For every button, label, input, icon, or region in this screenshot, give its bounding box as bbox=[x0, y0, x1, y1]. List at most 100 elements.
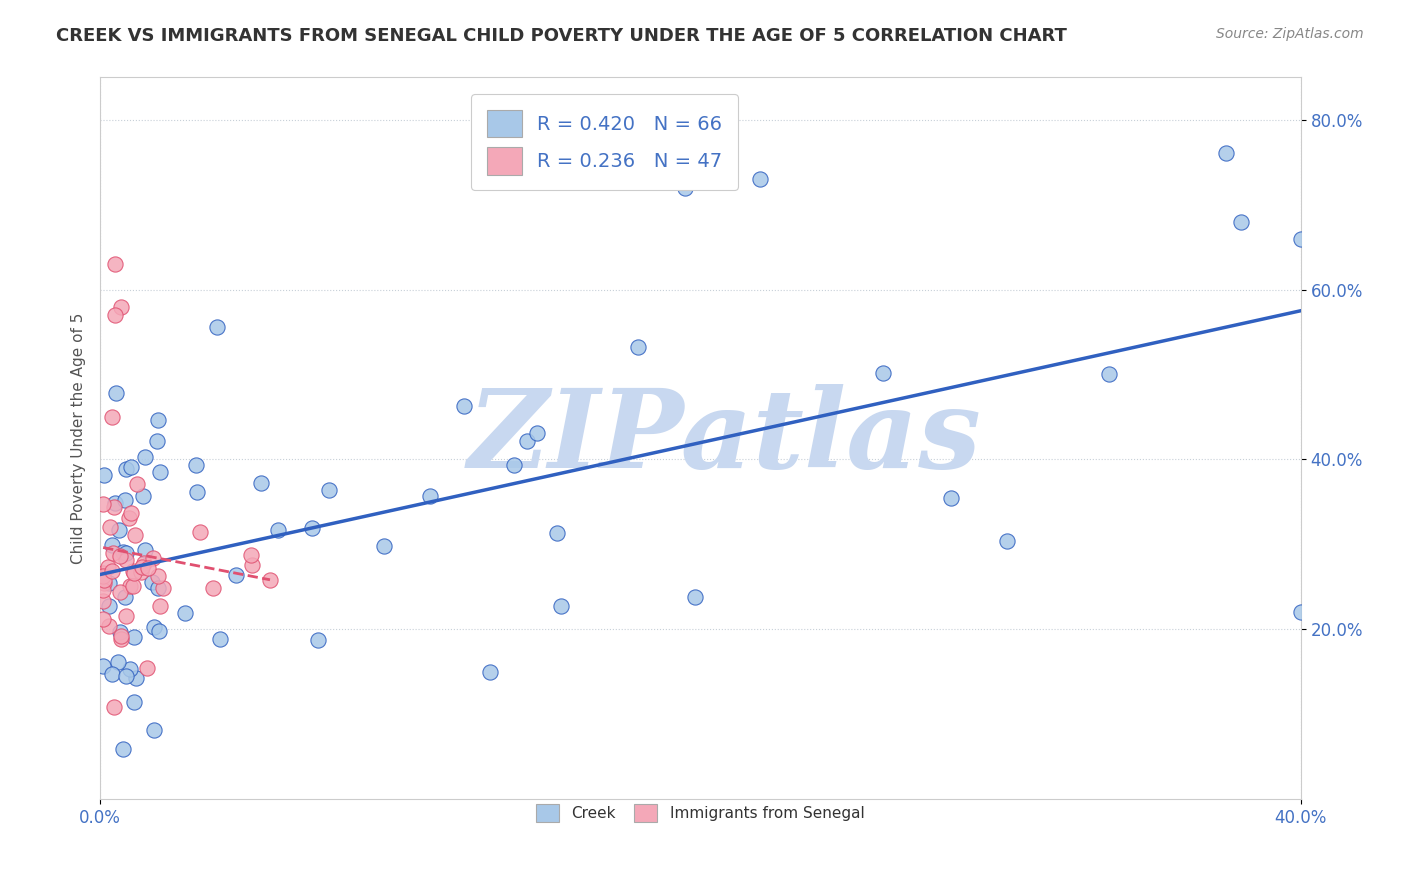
Point bbox=[1289, 605, 1312, 619]
Point bbox=[122, 630, 145, 644]
Point bbox=[131, 489, 153, 503]
Text: ZIPatlas: ZIPatlas bbox=[467, 384, 981, 491]
Point bbox=[142, 550, 165, 565]
Point bbox=[110, 624, 132, 639]
Point bbox=[201, 581, 224, 595]
Point bbox=[190, 525, 212, 540]
Point bbox=[240, 558, 263, 572]
Point bbox=[108, 523, 131, 537]
Point bbox=[240, 548, 263, 562]
Point bbox=[1215, 145, 1237, 160]
Point bbox=[118, 510, 141, 524]
Y-axis label: Child Poverty Under the Age of 5: Child Poverty Under the Age of 5 bbox=[72, 312, 86, 564]
Point bbox=[749, 172, 772, 186]
Point bbox=[110, 629, 132, 643]
Point bbox=[104, 308, 127, 322]
Point bbox=[142, 620, 165, 634]
Legend: Creek, Immigrants from Senegal: Creek, Immigrants from Senegal bbox=[524, 791, 876, 835]
Point bbox=[97, 575, 120, 590]
Point bbox=[93, 573, 115, 587]
Point bbox=[118, 578, 141, 592]
Point bbox=[122, 579, 145, 593]
Point bbox=[373, 539, 395, 553]
Point bbox=[149, 599, 172, 613]
Point bbox=[146, 581, 169, 595]
Point bbox=[146, 569, 169, 583]
Point bbox=[120, 460, 142, 475]
Point bbox=[267, 523, 290, 537]
Point bbox=[98, 520, 121, 534]
Point bbox=[97, 618, 120, 632]
Point bbox=[93, 468, 115, 483]
Point bbox=[104, 386, 127, 401]
Point bbox=[149, 465, 172, 479]
Point bbox=[115, 462, 138, 476]
Point bbox=[146, 413, 169, 427]
Point bbox=[108, 549, 131, 563]
Point bbox=[103, 546, 125, 560]
Point bbox=[91, 569, 114, 583]
Point bbox=[91, 659, 114, 673]
Point bbox=[93, 582, 115, 597]
Point bbox=[103, 500, 125, 515]
Point bbox=[104, 257, 127, 271]
Point bbox=[124, 528, 146, 542]
Point bbox=[118, 662, 141, 676]
Point bbox=[134, 450, 156, 464]
Point bbox=[546, 525, 568, 540]
Point bbox=[1229, 215, 1251, 229]
Point bbox=[259, 573, 281, 587]
Point bbox=[107, 655, 129, 669]
Point bbox=[103, 700, 125, 714]
Point bbox=[148, 624, 170, 639]
Point bbox=[129, 566, 152, 580]
Point bbox=[207, 319, 229, 334]
Point bbox=[91, 612, 114, 626]
Point bbox=[114, 492, 136, 507]
Point bbox=[453, 399, 475, 413]
Point bbox=[550, 599, 572, 613]
Point bbox=[100, 538, 122, 552]
Point bbox=[91, 594, 114, 608]
Point bbox=[318, 483, 340, 497]
Point bbox=[111, 742, 134, 756]
Point bbox=[872, 366, 894, 380]
Point bbox=[97, 559, 120, 574]
Point bbox=[134, 542, 156, 557]
Point bbox=[673, 181, 696, 195]
Point bbox=[995, 533, 1018, 548]
Point bbox=[186, 484, 208, 499]
Point bbox=[419, 489, 441, 503]
Point bbox=[225, 568, 247, 582]
Point bbox=[526, 425, 548, 440]
Text: CREEK VS IMMIGRANTS FROM SENEGAL CHILD POVERTY UNDER THE AGE OF 5 CORRELATION CH: CREEK VS IMMIGRANTS FROM SENEGAL CHILD P… bbox=[56, 27, 1067, 45]
Point bbox=[136, 661, 159, 675]
Point bbox=[208, 632, 231, 646]
Point bbox=[108, 585, 131, 599]
Point bbox=[91, 497, 114, 511]
Point bbox=[110, 632, 132, 647]
Point bbox=[250, 475, 273, 490]
Point bbox=[479, 665, 502, 679]
Point bbox=[152, 582, 174, 596]
Point bbox=[93, 575, 115, 590]
Point bbox=[503, 458, 526, 472]
Point bbox=[939, 491, 962, 505]
Point bbox=[146, 434, 169, 448]
Point bbox=[114, 669, 136, 683]
Point bbox=[131, 560, 153, 574]
Point bbox=[124, 696, 146, 710]
Point bbox=[174, 606, 197, 620]
Point bbox=[132, 556, 155, 570]
Point bbox=[114, 546, 136, 560]
Point bbox=[104, 496, 127, 510]
Point bbox=[91, 566, 114, 580]
Point bbox=[1098, 367, 1121, 381]
Point bbox=[307, 633, 329, 648]
Point bbox=[125, 476, 148, 491]
Point bbox=[141, 574, 163, 589]
Point bbox=[101, 667, 124, 681]
Point bbox=[125, 671, 148, 685]
Point bbox=[138, 560, 160, 574]
Point bbox=[101, 409, 124, 424]
